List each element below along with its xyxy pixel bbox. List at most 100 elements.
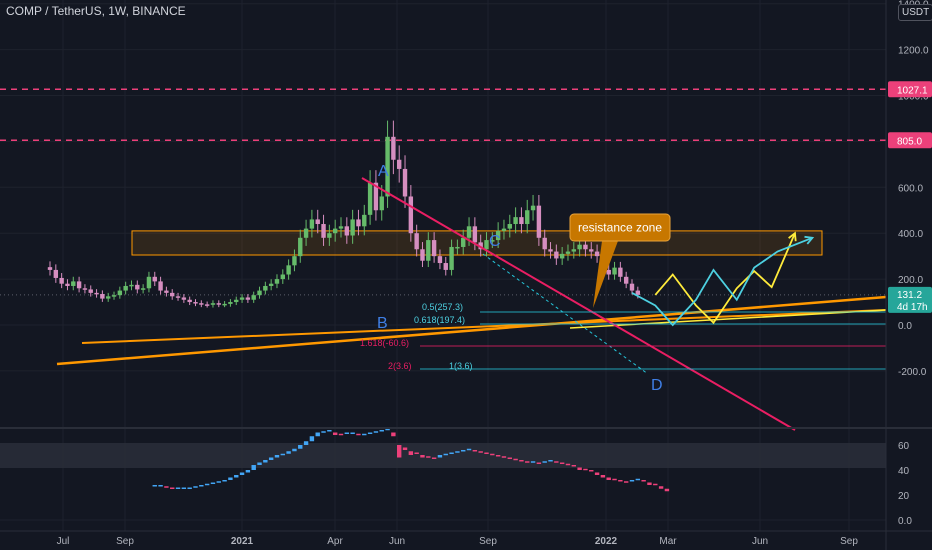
candle-body [53,269,59,278]
price-tick-label: -200.0 [898,367,927,378]
candle-body [59,277,64,284]
price-tick-label: 0.0 [898,321,912,332]
wave-label-a: A [378,163,389,180]
projection-path-yellow [654,232,796,325]
rsi-bar [420,455,425,458]
rsi-bar [635,478,641,481]
candle-body [577,244,582,250]
candle-body [146,276,152,289]
candle-body [309,219,315,229]
rsi-bar [431,457,437,459]
candle-body [472,226,478,243]
rsi-bar [478,451,483,453]
rsi-bar [152,485,157,487]
rsi-bar [641,480,646,482]
lower-trendline [56,295,887,366]
rsi-bar [193,486,198,488]
resistance-callout[interactable]: resistance zone [569,213,671,308]
candle-body [466,226,472,238]
candle-body [478,242,483,250]
price-tick-label: 1200.0 [898,46,929,57]
candle-body [594,251,600,257]
candle-body [501,228,507,231]
candle-body [71,281,76,286]
symbol-title[interactable]: COMP / TetherUS, 1W, BINANCE [6,4,186,18]
candle-body [350,219,355,236]
candle-body [286,265,291,275]
candle-body [356,219,361,227]
candle-body [426,240,431,261]
grid-lines [0,0,886,531]
candle-body [303,228,309,238]
candle-body [391,136,396,160]
rsi-bar [629,480,635,482]
callout-box[interactable] [569,213,671,242]
price-tick-label: 200.0 [898,275,923,286]
candle-body [129,284,134,287]
currency-button[interactable]: USDT [898,4,932,21]
candle-body [397,159,402,169]
candle-body [437,256,443,264]
candle-body [187,299,192,303]
candle-body [88,289,93,293]
candle-body [222,303,227,306]
candle-body [565,251,571,254]
candle-body [216,303,221,305]
rsi-bar [525,461,530,463]
candle-body [344,226,350,236]
rsi-bar [216,481,221,483]
rsi-bar [332,432,338,435]
rsi-bar [344,432,350,434]
rsi-bar [461,450,466,452]
rsi-bar [315,432,320,437]
candle-body [210,303,216,305]
rsi-bar [170,487,175,489]
candle-body [629,283,635,291]
projection-path-cyan [631,236,813,327]
rsi-bar [397,445,402,458]
candle-body [298,237,303,257]
candle-body [199,303,204,305]
wave-label-b: B [377,315,388,332]
candle-body [332,228,338,234]
rsi-bar [606,477,611,480]
rsi-bar [443,453,448,456]
rsi-bar [647,482,652,485]
fib-label: 2(3.6) [388,361,412,371]
yellow-trendline [569,309,887,329]
rsi-bar [507,457,512,459]
candle-body [152,276,157,282]
candle-body [82,288,88,290]
rsi-bar [501,456,507,458]
candle-body [408,196,414,234]
candle-body [292,256,297,266]
candles-group [47,120,641,308]
rsi-bar [495,455,501,457]
rsi-bar [379,430,384,432]
rsi-bar [303,441,309,445]
time-axis[interactable]: Jul Sep 2021 Apr Jun Sep 2022 Mar Jun Sep [57,536,859,547]
candle-body [111,295,117,297]
candle-body [135,284,140,290]
rsi-bar [187,487,192,489]
rsi-bar [222,480,227,482]
fib-labels-group: 0.5(257.3) 0.618(197.4) 1.618(-60.6) 2(3.6)… [360,302,473,371]
rsi-bar [414,452,419,454]
candle-body [414,233,419,250]
rsi-tick-label: 20 [898,491,910,502]
candle-body [204,304,210,306]
projection-arrowhead-yellow [788,231,797,242]
candle-body [234,299,239,303]
candle-body [175,296,181,298]
rsi-bar [548,460,553,462]
candle-body [606,269,611,275]
rsi-bar [484,452,489,454]
candle-body [158,281,163,291]
candle-body [106,296,111,299]
price-tick-label: 400.0 [898,229,923,240]
candle-body [140,288,146,290]
candle-body [536,205,542,238]
time-tick-label: Jun [389,536,405,547]
rsi-bar [530,461,536,463]
